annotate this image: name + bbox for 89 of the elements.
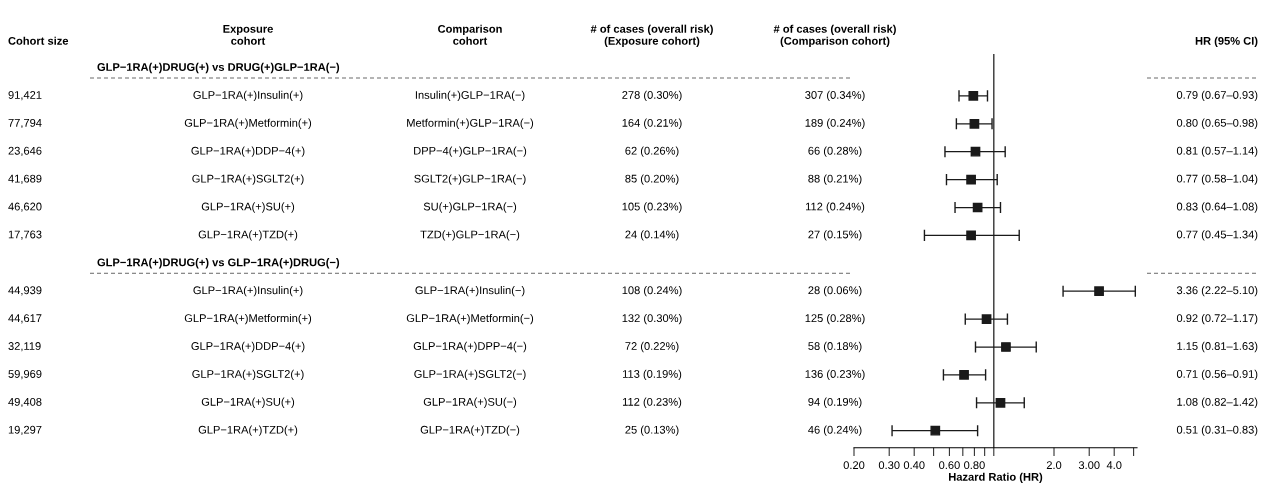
text: 32,119	[8, 342, 41, 352]
text: GLP−1RA(+)TZD(−)	[420, 425, 520, 436]
text: 25 (0.13%)	[625, 425, 679, 436]
text: GLP−1RA(+)SU(+)	[201, 202, 295, 213]
data-label: 0.77 (0.45–1.34)	[1176, 230, 1258, 241]
data-label: 0.92 (0.72–1.17)	[1176, 313, 1258, 325]
x-tick-label: 4.0	[1106, 461, 1122, 470]
text: GLP−1RA(+)TZD(+)	[198, 425, 298, 436]
text: GLP−1RA(+)SGLT2(+)	[192, 174, 304, 185]
text: GLP−1RA(+)SU(−)	[423, 397, 517, 408]
text: 49,408	[8, 397, 42, 408]
text: 19,297	[8, 425, 42, 435]
data-label: 0.77 (0.58–1.04)	[1176, 174, 1258, 185]
x-tick-label: 0.60	[939, 461, 960, 470]
text: 27 (0.15%)	[808, 230, 862, 241]
text: GLP−1RA(+)Metformin(+)	[184, 118, 312, 129]
text: 66 (0.28%)	[808, 146, 862, 157]
text: 91,421	[8, 91, 42, 101]
text: SU(+)GLP−1RA(−)	[423, 202, 517, 213]
text: GLP−1RA(+)SGLT2(−)	[414, 369, 526, 381]
category-label: HR (95% CI)	[1195, 36, 1258, 47]
text: GLP−1RA(+)TZD(+)	[198, 230, 298, 241]
text: 77,794	[8, 118, 42, 129]
data-label: 0.71 (0.56–0.91)	[1176, 369, 1258, 381]
data-label: 0.81 (0.57–1.14)	[1176, 146, 1258, 157]
text: 58 (0.18%)	[808, 341, 862, 353]
text: GLP−1RA(+)Insulin(−)	[415, 286, 525, 297]
text: 24 (0.14%)	[625, 230, 679, 241]
text: 72 (0.22%)	[625, 341, 679, 353]
data-label: 1.15 (0.81–1.63)	[1177, 341, 1258, 353]
text: 189 (0.24%)	[805, 118, 865, 129]
text: GLP−1RA(+)DDP−4(+)	[191, 341, 305, 353]
text: GLP−1RA(+)SU(+)	[201, 397, 295, 408]
text: 44,939	[8, 286, 42, 296]
data-label: 0.51 (0.31–0.83)	[1176, 425, 1258, 436]
data-label: 0.83 (0.64–1.08)	[1176, 202, 1258, 213]
text: 46,620	[8, 202, 42, 212]
x-axis-title: Hazard Ratio (HR)	[949, 472, 1043, 483]
text: 307 (0.34%)	[805, 90, 865, 102]
text: GLP−1RA(+)Metformin(−)	[406, 313, 534, 325]
category-label: # of cases (overall risk) (Exposure cohort)	[590, 24, 713, 47]
text: 108 (0.24%)	[622, 286, 682, 297]
text: 112 (0.23%)	[622, 397, 682, 408]
text: Metformin(+)GLP−1RA(−)	[407, 118, 534, 129]
text: GLP−1RA(+)DRUG(+) vs DRUG(+)GLP−1RA(−)	[97, 62, 340, 74]
text: 44,617	[8, 314, 42, 324]
text: 105 (0.23%)	[622, 202, 682, 213]
text: 164 (0.21%)	[622, 118, 682, 129]
text: GLP−1RA(+)SGLT2(+)	[192, 369, 304, 381]
text: 28 (0.06%)	[808, 286, 862, 297]
text: 136 (0.23%)	[805, 369, 865, 381]
data-label: 3.36 (2.22–5.10)	[1176, 286, 1258, 297]
text: 88 (0.21%)	[808, 174, 862, 185]
text: GLP−1RA(+)DPP−4(−)	[413, 341, 527, 353]
text: 132 (0.30%)	[622, 313, 682, 325]
text: GLP−1RA(+)DRUG(+) vs GLP−1RA(+)DRUG(−)	[97, 258, 340, 269]
data-label: 0.80 (0.65–0.98)	[1176, 118, 1258, 129]
x-tick-label: 0.30	[878, 461, 900, 470]
text: SGLT2(+)GLP−1RA(−)	[414, 174, 526, 185]
category-label: Cohort size	[8, 36, 69, 45]
category-label: # of cases (overall risk) (Comparison cohort)	[773, 24, 896, 47]
text: 41,689	[8, 174, 42, 184]
text: 85 (0.20%)	[625, 174, 679, 185]
category-label: Comparison cohort	[438, 24, 502, 45]
text: 112 (0.24%)	[805, 202, 865, 213]
text: 17,763	[8, 230, 42, 240]
text: GLP−1RA(+)Insulin(+)	[193, 286, 303, 297]
text: GLP−1RA(+)DDP−4(+)	[191, 146, 305, 157]
text: 278 (0.30%)	[622, 90, 682, 102]
text: 94 (0.19%)	[808, 397, 862, 408]
text: 23,646	[8, 146, 42, 156]
text: 46 (0.24%)	[808, 425, 862, 436]
text: DPP−4(+)GLP−1RA(−)	[414, 146, 527, 157]
text: GLP−1RA(+)Insulin(+)	[193, 90, 303, 102]
x-tick-label: 2.0	[1046, 461, 1062, 470]
x-tick-label: 0.80	[964, 461, 985, 470]
text: 62 (0.26%)	[625, 146, 679, 157]
x-tick-label: 0.40	[903, 461, 925, 470]
x-tick-label: 0.20	[843, 461, 865, 470]
x-tick-label: 3.00	[1078, 461, 1100, 470]
text: 59,969	[8, 370, 42, 380]
data-label: 0.79 (0.67–0.93)	[1176, 90, 1258, 102]
category-label: Exposure cohort	[223, 25, 273, 45]
text: 125 (0.28%)	[805, 313, 865, 325]
text: Insulin(+)GLP−1RA(−)	[415, 90, 525, 102]
text: 113 (0.19%)	[622, 369, 682, 381]
text: GLP−1RA(+)Metformin(+)	[184, 313, 312, 325]
data-label: 1.08 (0.82–1.42)	[1177, 397, 1258, 408]
text: TZD(+)GLP−1RA(−)	[420, 230, 520, 241]
